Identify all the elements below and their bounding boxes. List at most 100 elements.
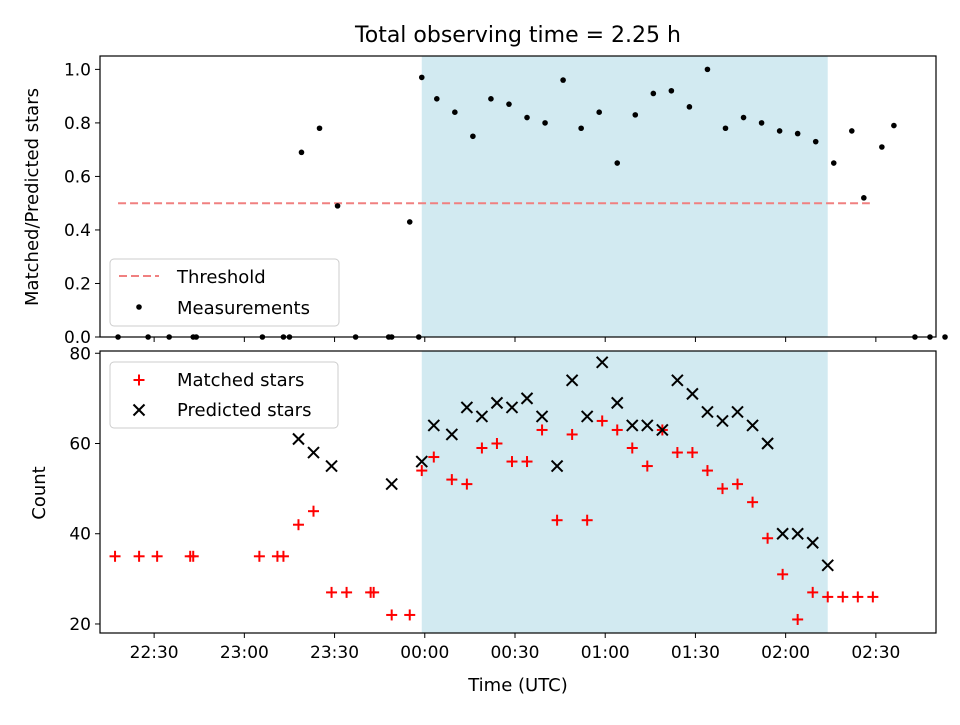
measurement-point (434, 96, 440, 102)
matched-star-point (253, 550, 265, 562)
predicted-star-point (761, 437, 774, 450)
predicted-star-point (716, 414, 729, 428)
matched-star-point (187, 550, 199, 562)
matched-star-point (416, 465, 428, 477)
bottom-y-axis-label: Count (29, 466, 50, 519)
predicted-star-point (460, 401, 474, 414)
y-tick-label: 1.0 (64, 60, 91, 80)
predicted-star-point (307, 446, 320, 459)
cross-stroke-b (415, 455, 428, 468)
measurement-point (488, 96, 494, 102)
legend-predicted-label: Predicted stars (177, 400, 311, 421)
y-tick-label: 0.0 (64, 328, 91, 348)
cross-stroke-b (307, 446, 320, 459)
y-tick-label: 20 (69, 615, 91, 635)
predicted-star-point (535, 410, 549, 423)
x-tick-label: 02:00 (761, 643, 810, 663)
predicted-star-point (580, 410, 594, 423)
bottom-legend-box (109, 361, 339, 429)
cross-stroke-b (445, 428, 459, 441)
cross-stroke-b (427, 419, 441, 432)
top-legend-box (109, 258, 340, 327)
legend-matched-label: Matched stars (177, 370, 304, 391)
predicted-star-point (671, 374, 684, 387)
measurement-point (650, 90, 657, 97)
cross-stroke-b (565, 374, 579, 387)
matched-star-point (386, 609, 398, 621)
observing-window-top (421, 56, 828, 337)
measurement-point (506, 101, 512, 107)
x-tick-label: 01:30 (671, 643, 720, 663)
cross-stroke-b (520, 392, 534, 405)
measurement-point (524, 114, 530, 121)
cross-stroke-b (535, 410, 549, 423)
cross-stroke-b (460, 401, 474, 414)
predicted-star-point (550, 459, 564, 473)
matched-star-point (308, 505, 320, 517)
predicted-star-point (292, 432, 305, 446)
matched-star-point (566, 428, 578, 440)
matched-star-point (581, 514, 593, 526)
cross-stroke-b (761, 437, 774, 450)
matched-star-point (404, 609, 416, 621)
matched-star-point (491, 437, 503, 449)
matched-star-point (777, 568, 789, 580)
cross-stroke-b (611, 396, 624, 410)
x-tick-label: 01:00 (581, 643, 630, 663)
measurement-point (316, 125, 323, 132)
measurement-point (298, 149, 305, 156)
measurement-point (542, 120, 548, 126)
matched-star-point (476, 442, 488, 454)
matched-star-point (536, 424, 548, 436)
measurement-point (848, 128, 855, 134)
matched-star-point (747, 496, 759, 508)
predicted-star-point (325, 459, 338, 473)
measurement-point (560, 77, 566, 83)
measurement-point (830, 160, 837, 166)
measurement-point (452, 109, 458, 115)
cross-stroke-b (641, 419, 654, 432)
predicted-star-point (611, 396, 624, 410)
cross-stroke-b (821, 559, 834, 572)
measurement-point (942, 334, 948, 340)
measurement-point (632, 112, 639, 118)
predicted-star-point (656, 423, 669, 437)
matched-star-point (671, 447, 683, 459)
predicted-star-point (445, 428, 459, 441)
y-tick-label: 0.2 (64, 274, 91, 294)
predicted-star-point (701, 405, 714, 419)
matched-star-point (686, 447, 698, 459)
predicted-star-point (520, 392, 534, 405)
x-tick-label: 23:00 (220, 643, 269, 663)
predicted-star-point (427, 419, 441, 432)
measurement-point (596, 109, 602, 115)
predicted-star-point (791, 527, 804, 540)
predicted-star-point (746, 419, 759, 432)
measurement-point (776, 128, 783, 134)
y-tick-label: 0.4 (64, 221, 91, 241)
cross-stroke-b (132, 403, 146, 417)
matched-star-point (277, 550, 289, 562)
cross-stroke-b (656, 423, 669, 437)
cross-stroke-b (776, 527, 789, 540)
predicted-star-point (415, 455, 428, 468)
matched-star-point (641, 460, 653, 472)
predicted-star-point (385, 477, 398, 491)
matched-star-point (596, 415, 608, 427)
measurement-point (578, 125, 584, 132)
predicted-star-point (490, 396, 504, 410)
measurement-point (812, 138, 819, 145)
measurement-point (470, 133, 476, 140)
matched-star-point (716, 483, 728, 495)
cross-stroke-b (595, 356, 609, 369)
measurement-point (861, 195, 867, 201)
x-tick-label: 00:00 (400, 643, 449, 663)
matched-star-point (867, 591, 879, 603)
measurement-point (722, 125, 729, 132)
matched-star-point (521, 456, 533, 468)
cross-stroke-b (292, 432, 305, 446)
x-axis-label: Time (UTC) (467, 675, 568, 696)
matched-star-point (461, 478, 473, 490)
matched-star-point (807, 586, 819, 598)
